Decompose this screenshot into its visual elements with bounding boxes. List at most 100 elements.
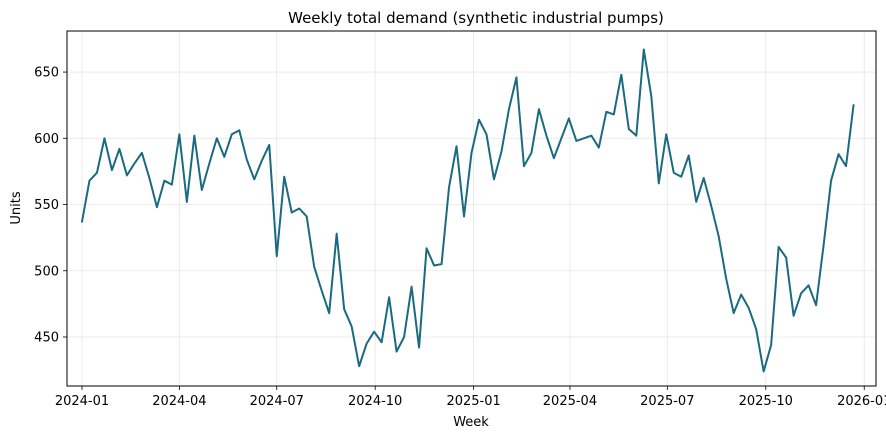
data-point: [134, 163, 136, 165]
data-point: [501, 151, 503, 153]
chart-title: Weekly total demand (synthetic industria…: [288, 9, 664, 27]
data-point: [568, 118, 570, 120]
data-point: [553, 157, 555, 159]
data-point: [650, 95, 652, 97]
data-point: [291, 212, 293, 214]
data-point: [598, 147, 600, 149]
data-point: [366, 343, 368, 345]
data-point: [171, 184, 173, 186]
data-point: [845, 165, 847, 167]
series-layer: [80, 48, 855, 373]
data-point: [538, 108, 540, 110]
data-point: [411, 286, 413, 288]
data-point: [628, 128, 630, 130]
data-point: [643, 49, 645, 51]
data-point: [680, 176, 682, 178]
data-point: [471, 152, 473, 154]
y-tick: 500: [34, 264, 67, 279]
data-point: [238, 129, 240, 131]
x-tick: 2025-01: [446, 386, 501, 409]
x-tick-label: 2024-01: [55, 394, 109, 409]
data-point: [336, 233, 338, 235]
data-point: [276, 255, 278, 257]
data-point: [216, 137, 218, 139]
data-point: [755, 328, 757, 330]
data-point: [96, 172, 98, 174]
data-point: [358, 365, 360, 367]
data-point: [710, 205, 712, 207]
y-tick: 600: [34, 132, 67, 147]
data-point: [725, 278, 727, 280]
x-axis-label: Week: [453, 415, 489, 430]
data-point: [785, 257, 787, 259]
data-point: [493, 178, 495, 180]
y-tick-label: 600: [34, 132, 59, 147]
data-point: [149, 177, 151, 179]
data-point: [486, 133, 488, 135]
data-point: [815, 304, 817, 306]
y-tick-label: 450: [34, 330, 59, 345]
data-point: [186, 201, 188, 203]
x-tick: 2025-10: [739, 386, 793, 409]
data-point: [418, 347, 420, 349]
y-tick: 450: [34, 330, 67, 345]
plot-area-frame: [66, 30, 877, 387]
x-tick-label: 2025-10: [739, 394, 793, 409]
x-tick-label: 2024-10: [348, 394, 402, 409]
data-point: [531, 152, 533, 154]
data-point: [81, 221, 83, 223]
data-point: [838, 153, 840, 155]
y-tick-label: 550: [34, 198, 59, 213]
data-point: [456, 145, 458, 147]
y-tick: 550: [34, 198, 67, 213]
data-point: [590, 135, 592, 137]
data-point: [321, 290, 323, 292]
data-point: [178, 133, 180, 135]
data-point: [441, 263, 443, 265]
y-tick-label: 650: [34, 66, 59, 81]
data-point: [246, 159, 248, 161]
data-point: [231, 133, 233, 135]
data-point: [605, 111, 607, 113]
data-point: [665, 133, 667, 135]
x-tick: 2024-01: [55, 386, 109, 409]
data-point: [119, 148, 121, 150]
data-point: [523, 165, 525, 167]
data-point: [770, 344, 772, 346]
data-point: [156, 206, 158, 208]
data-point: [808, 284, 810, 286]
data-point: [126, 174, 128, 176]
y-axis-ticks: 450 500 550 600 650: [34, 66, 67, 345]
data-point: [583, 137, 585, 139]
data-point: [853, 104, 855, 106]
data-point: [463, 216, 465, 218]
data-point: [381, 341, 383, 343]
data-point: [223, 156, 225, 158]
data-point: [403, 336, 405, 338]
x-tick-label: 2025-01: [446, 394, 500, 409]
data-point: [546, 135, 548, 137]
data-point: [703, 177, 705, 179]
x-tick-label: 2025-07: [640, 394, 694, 409]
x-tick-label: 2024-07: [250, 394, 304, 409]
data-point: [575, 140, 577, 142]
data-point: [613, 114, 615, 116]
data-point: [253, 178, 255, 180]
data-point: [800, 292, 802, 294]
data-point: [740, 294, 742, 296]
data-point: [673, 172, 675, 174]
data-point: [313, 266, 315, 268]
data-point: [695, 201, 697, 203]
data-point: [351, 325, 353, 327]
x-tick-label: 2025-04: [543, 394, 597, 409]
data-point: [104, 137, 106, 139]
data-point: [261, 160, 263, 162]
grid-lines: [67, 31, 876, 386]
data-point: [396, 351, 398, 353]
data-point: [733, 312, 735, 314]
data-point: [620, 74, 622, 76]
y-axis-label: Units: [9, 191, 24, 224]
data-point: [433, 265, 435, 267]
x-tick-label: 2026-01: [837, 394, 886, 409]
